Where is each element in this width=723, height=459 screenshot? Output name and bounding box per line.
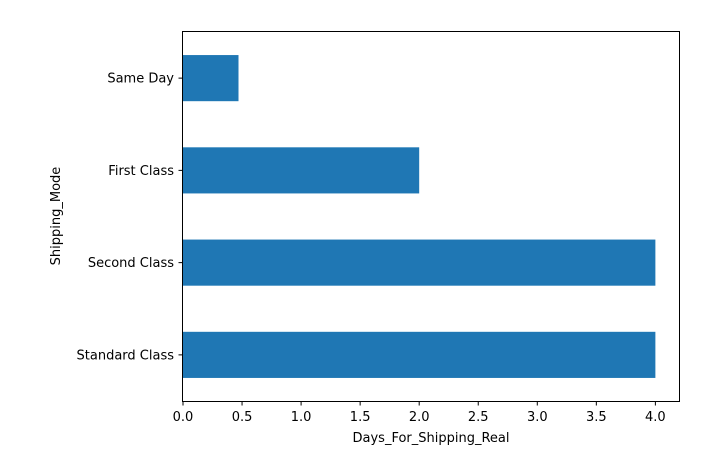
x-tick-label: 4.0 [645,410,666,425]
x-axis-ticks: 0.0 0.5 1.0 1.5 2.0 2.5 3.0 3.5 4.0 [173,401,666,425]
y-axis-ticks: Standard Class Second Class First Class Sam… [77,72,183,363]
y-axis-label: Shipping_Mode [49,167,64,266]
x-tick-label: 2.0 [409,410,430,425]
bar-first-class [183,147,420,194]
bar-standard-class [183,331,656,378]
x-axis-label: Days_For_Shipping_Real [353,431,510,446]
bar-same-day [183,55,239,102]
x-tick-label: 0.5 [232,410,253,425]
y-tick-label: First Class [108,164,174,179]
plot-frame [182,31,680,402]
x-tick-label: 1.0 [291,410,312,425]
bars [183,55,656,378]
x-tick-label: 1.5 [350,410,371,425]
y-tick-label: Second Class [88,256,174,271]
x-tick-label: 3.5 [586,410,607,425]
x-tick-label: 2.5 [468,410,489,425]
bar-second-class [183,239,656,286]
x-tick-label: 0.0 [173,410,194,425]
y-tick-label: Same Day [107,72,174,87]
x-tick-label: 3.0 [527,410,548,425]
y-tick-label: Standard Class [77,348,175,363]
